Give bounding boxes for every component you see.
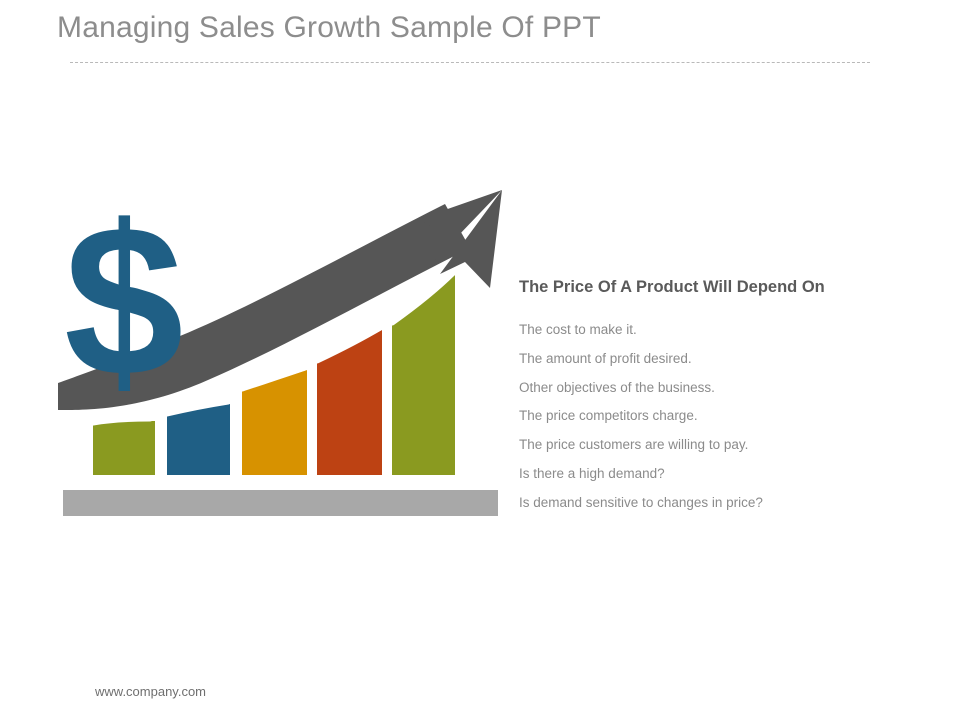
content-heading: The Price Of A Product Will Depend On xyxy=(519,278,825,296)
chart-base-bar xyxy=(63,490,498,516)
page-title: Managing Sales Growth Sample Of PPT xyxy=(57,11,601,44)
bar-5 xyxy=(392,275,455,475)
bar-1 xyxy=(93,421,155,475)
svg-text:$: $ xyxy=(64,190,184,421)
list-item: Other objectives of the business. xyxy=(519,379,715,395)
bar-2 xyxy=(167,404,230,475)
bar-chart xyxy=(93,275,455,475)
footer-website: www.company.com xyxy=(95,684,207,699)
list-item: The price customers are willing to pay. xyxy=(519,437,749,453)
list-item: Is demand sensitive to changes in price? xyxy=(519,494,763,510)
growth-arrow-icon xyxy=(58,190,502,411)
list-item: Is there a high demand? xyxy=(519,465,665,481)
bullet-list: The cost to make it. The amount of profi… xyxy=(519,316,919,518)
bar-highlights xyxy=(89,268,457,426)
list-item: The price competitors charge. xyxy=(519,408,698,424)
content-block: The Price Of A Product Will Depend On Th… xyxy=(519,278,919,518)
bar-3 xyxy=(242,370,307,475)
list-item: The cost to make it. xyxy=(519,322,637,337)
dollar-sign-icon: $ xyxy=(64,190,184,421)
title-divider xyxy=(70,62,870,63)
bar-4 xyxy=(317,330,382,475)
list-item: The amount of profit desired. xyxy=(519,350,692,366)
sales-growth-graphic: $ xyxy=(50,190,520,530)
